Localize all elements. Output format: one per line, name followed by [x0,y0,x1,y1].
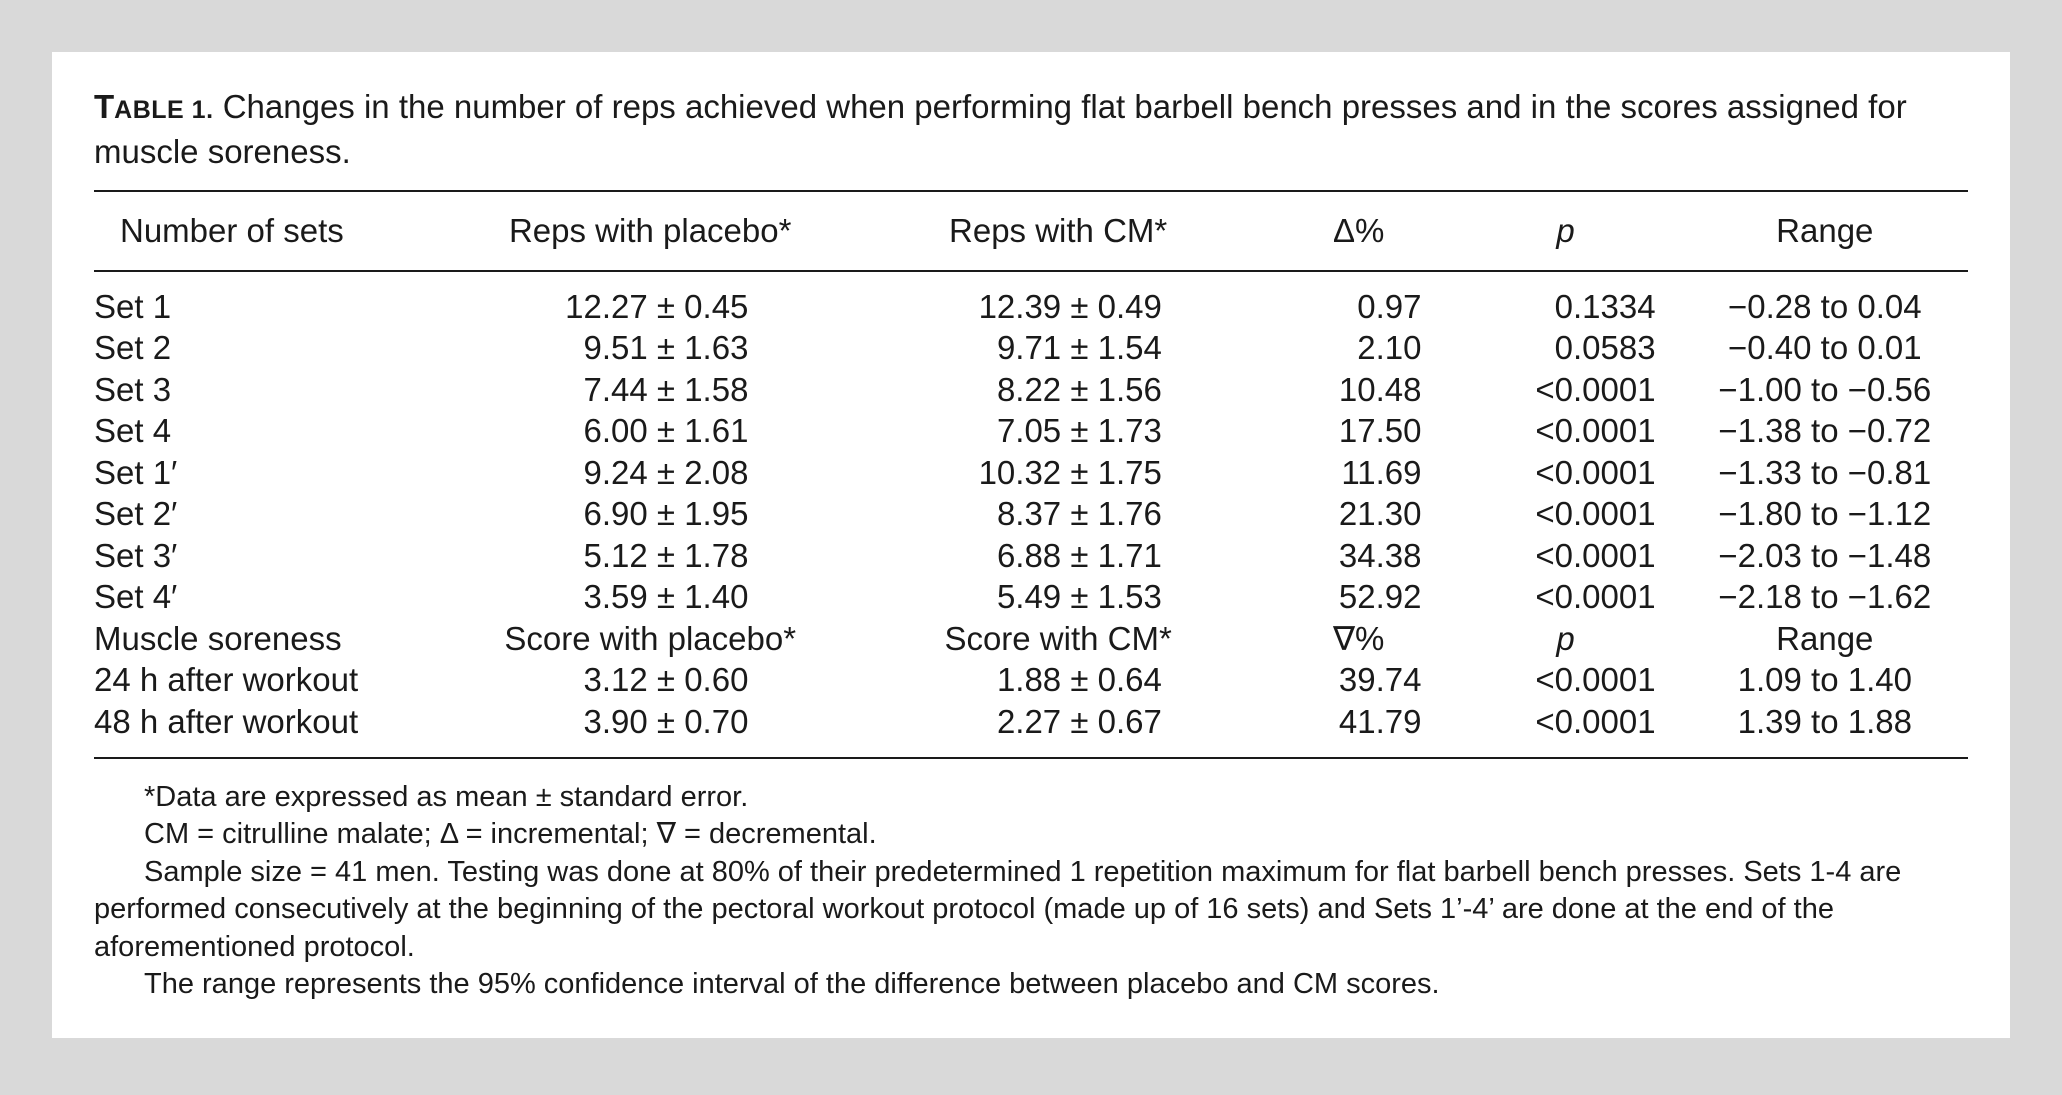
cell-score-cm: 1.88 ± 0.64 [996,661,1162,699]
table-caption: TABLE 1. Changes in the number of reps a… [94,86,1968,172]
table-row: Set 1 12.27 ± 0.45 12.39 ± 0.49 0.97 0.1… [94,271,1968,328]
cell-p: <0.0001 [1535,370,1656,408]
table-container: TABLE 1. Changes in the number of reps a… [94,86,1968,1004]
table-row: Set 3 7.44 ± 1.58 8.22 ± 1.56 10.48 <0.0… [94,369,1968,411]
col-header-reps-cm: Reps with CM* [848,192,1268,272]
subheader-score-cm: Score with CM* [944,619,1172,657]
subheader-row: Muscle soreness Score with placebo* Scor… [94,618,1968,660]
header-row: Number of sets Reps with placebo* Reps w… [94,192,1968,272]
cell-range: −1.00 to −0.56 [1718,370,1932,408]
table-top-rule [94,190,1968,192]
table-row: 24 h after workout 3.12 ± 0.60 1.88 ± 0.… [94,660,1968,702]
cell-set: Set 2′ [94,495,178,533]
table-row: 48 h after workout 3.90 ± 0.70 2.27 ± 0.… [94,701,1968,757]
col-header-reps-placebo: Reps with placebo* [452,192,849,272]
cell-range: −1.80 to −1.12 [1718,495,1932,533]
table-bottom-rule [94,756,1968,759]
cell-range: −0.40 to 0.01 [1727,329,1922,367]
cell-range: 1.09 to 1.40 [1737,661,1912,699]
footnote-abbreviations: CM = citrulline malate; Δ = incremental;… [144,818,877,850]
cell-decrement: 39.74 [1338,661,1422,699]
cell-set: Set 4 [94,412,172,450]
cell-time: 48 h after workout [94,702,359,740]
cell-range: −1.33 to −0.81 [1718,453,1932,491]
cell-reps-cm: 12.39 ± 0.49 [978,287,1162,325]
cell-score-placebo: 3.90 ± 0.70 [583,702,749,740]
footnote-data-expression: *Data are expressed as mean ± standard e… [144,780,749,813]
cell-set: Set 4′ [94,578,178,616]
footnote-range: The range represents the 95% confidence … [144,968,1440,1000]
cell-set: Set 1 [94,287,172,325]
cell-range: 1.39 to 1.88 [1737,702,1912,740]
cell-reps-cm: 7.05 ± 1.73 [996,412,1162,450]
subheader-decrement: ∇% [1332,620,1385,658]
cell-range: −2.18 to −1.62 [1718,578,1932,616]
cell-delta: 11.69 [1341,453,1422,491]
cell-reps-placebo: 6.00 ± 1.61 [583,412,749,450]
cell-p: <0.0001 [1535,702,1656,740]
cell-reps-placebo: 3.59 ± 1.40 [583,578,749,616]
cell-decrement: 41.79 [1338,702,1422,740]
cell-reps-cm: 6.88 ± 1.71 [996,536,1162,574]
subheader-muscle-soreness: Muscle soreness [94,619,342,657]
cell-reps-placebo: 6.90 ± 1.95 [583,495,749,533]
cell-reps-placebo: 7.44 ± 1.58 [583,370,749,408]
cell-reps-cm: 8.22 ± 1.56 [996,370,1162,408]
cell-range: −2.03 to −1.48 [1718,536,1932,574]
cell-reps-cm: 10.32 ± 1.75 [978,453,1162,491]
table-row: Set 4′ 3.59 ± 1.40 5.49 ± 1.53 52.92 <0.… [94,577,1968,619]
table-row: Set 2′ 6.90 ± 1.95 8.37 ± 1.76 21.30 <0.… [94,494,1968,536]
cell-score-cm: 2.27 ± 0.67 [996,702,1162,740]
subheader-range: Range [1776,619,1874,657]
cell-p: 0.1334 [1554,287,1656,325]
cell-p: <0.0001 [1535,578,1656,616]
cell-delta: 0.97 [1357,287,1422,325]
cell-range: −0.28 to 0.04 [1727,287,1922,325]
col-header-sets: Number of sets [94,192,452,272]
cell-delta: 2.10 [1357,329,1422,367]
col-header-delta: Δ% [1267,192,1450,272]
cell-set: Set 1′ [94,453,178,491]
subheader-score-placebo: Score with placebo* [504,619,797,657]
cell-reps-placebo: 5.12 ± 1.78 [583,536,749,574]
cell-delta: 34.38 [1338,536,1422,574]
table-row: Set 2 9.51 ± 1.63 9.71 ± 1.54 2.10 0.058… [94,328,1968,370]
cell-p: <0.0001 [1535,536,1656,574]
subheader-p: p [1556,619,1575,657]
cell-p: 0.0583 [1554,329,1656,367]
cell-p: <0.0001 [1535,412,1656,450]
table-footnotes: *Data are expressed as mean ± standard e… [94,779,1968,1004]
cell-delta: 17.50 [1338,412,1422,450]
footnote-sample-size: Sample size = 41 men. Testing was done a… [94,855,1902,963]
cell-reps-cm: 9.71 ± 1.54 [996,329,1162,367]
table-row: Set 4 6.00 ± 1.61 7.05 ± 1.73 17.50 <0.0… [94,411,1968,453]
cell-set: Set 3 [94,370,172,408]
caption-text: Changes in the number of reps achieved w… [94,88,1907,170]
cell-reps-cm: 8.37 ± 1.76 [996,495,1162,533]
cell-set: Set 2 [94,329,172,367]
caption-label-initial: T [94,88,115,125]
table-row: Set 3′ 5.12 ± 1.78 6.88 ± 1.71 34.38 <0.… [94,535,1968,577]
cell-range: −1.38 to −0.72 [1718,412,1932,450]
cell-p: <0.0001 [1535,453,1656,491]
cell-p: <0.0001 [1535,495,1656,533]
cell-p: <0.0001 [1535,661,1656,699]
cell-delta: 21.30 [1338,495,1422,533]
caption-label: ABLE 1. [114,96,214,124]
col-header-p: p [1449,192,1682,272]
cell-delta: 10.48 [1338,370,1422,408]
cell-set: Set 3′ [94,536,178,574]
col-header-range: Range [1681,192,1968,272]
cell-reps-placebo: 12.27 ± 0.45 [565,287,749,325]
table-row: Set 1′ 9.24 ± 2.08 10.32 ± 1.75 11.69 <0… [94,452,1968,494]
data-table: Number of sets Reps with placebo* Reps w… [94,192,1968,757]
cell-reps-placebo: 9.51 ± 1.63 [583,329,749,367]
cell-score-placebo: 3.12 ± 0.60 [583,661,749,699]
table-card: TABLE 1. Changes in the number of reps a… [52,52,2010,1038]
cell-time: 24 h after workout [94,661,359,699]
cell-reps-placebo: 9.24 ± 2.08 [583,453,749,491]
cell-delta: 52.92 [1338,578,1422,616]
cell-reps-cm: 5.49 ± 1.53 [996,578,1162,616]
